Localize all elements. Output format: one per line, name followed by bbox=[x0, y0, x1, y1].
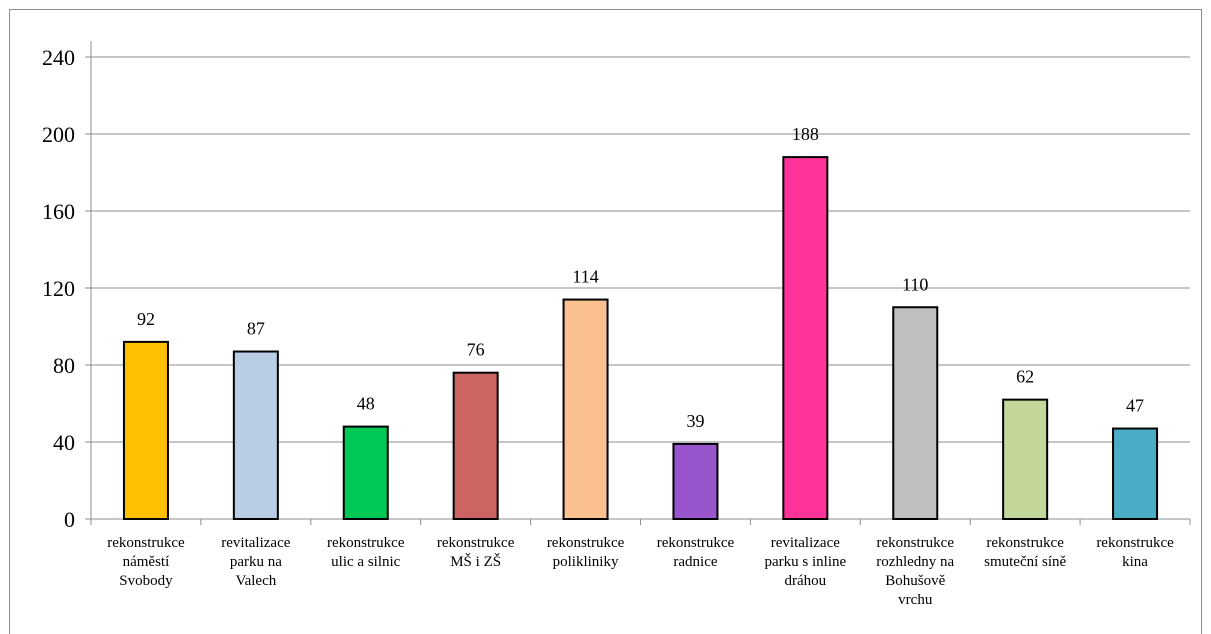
data-labels: 92 87 48 76 114 39 188 110 62 47 bbox=[137, 124, 1144, 431]
category-label: rekonstrukce kina bbox=[1096, 535, 1174, 570]
category-label-line: vrchu bbox=[898, 592, 933, 608]
category-label-line: rekonstrukce bbox=[327, 535, 405, 551]
category-label-line: rekonstrukce bbox=[107, 535, 185, 551]
category-label-line: parku na bbox=[230, 554, 282, 570]
category-label-line: náměstí bbox=[123, 554, 170, 570]
category-label-line: rekonstrukce bbox=[437, 535, 515, 551]
category-label-line: polikliniky bbox=[553, 554, 619, 570]
category-label: rekonstrukce ulic a silnic bbox=[327, 535, 405, 570]
category-labels: rekonstrukce náměstí Svobody revitalizace pa… bbox=[107, 535, 1174, 608]
bars bbox=[122, 156, 1159, 521]
data-label: 76 bbox=[467, 340, 485, 360]
data-label: 110 bbox=[902, 274, 928, 294]
category-label-line: rekonstrukce bbox=[877, 535, 955, 551]
data-label: 87 bbox=[247, 319, 265, 339]
category-label-line: Bohušově bbox=[885, 573, 945, 589]
category-label: revitalizace parku na Valech bbox=[221, 535, 290, 589]
category-label-line: ulic a silnic bbox=[331, 554, 400, 570]
y-tick-label: 0 bbox=[64, 507, 75, 532]
category-label-line: radnice bbox=[673, 554, 717, 570]
chart-frame: 92 87 48 76 114 39 188 110 62 47 rekonstrukce námě… bbox=[9, 9, 1202, 634]
category-label: rekonstrukce polikliniky bbox=[547, 535, 625, 570]
category-label-line: dráhou bbox=[785, 573, 827, 589]
category-label-line: rekonstrukce bbox=[657, 535, 735, 551]
bar bbox=[452, 371, 499, 521]
category-label-line: rekonstrukce bbox=[986, 535, 1064, 551]
category-label-line: parku s inline bbox=[765, 554, 847, 570]
bar bbox=[672, 442, 719, 520]
category-label: rekonstrukce náměstí Svobody bbox=[107, 535, 185, 589]
category-label-line: rekonstrukce bbox=[547, 535, 625, 551]
category-label: rekonstrukce smuteční síně bbox=[984, 535, 1066, 570]
data-label: 92 bbox=[137, 309, 155, 329]
data-label: 48 bbox=[357, 394, 375, 414]
bar bbox=[562, 298, 609, 520]
data-label: 39 bbox=[686, 411, 704, 431]
bar bbox=[1112, 427, 1159, 520]
bar bbox=[1002, 398, 1049, 520]
y-tick-label: 120 bbox=[42, 276, 75, 301]
y-tick-label: 200 bbox=[42, 122, 75, 147]
category-label: rekonstrukce rozhledny na Bohušově vrchu bbox=[876, 535, 954, 608]
bar bbox=[342, 425, 389, 521]
category-label-line: revitalizace bbox=[771, 535, 840, 551]
bar bbox=[232, 350, 279, 520]
y-tick-label: 160 bbox=[42, 199, 75, 224]
data-label: 47 bbox=[1126, 396, 1144, 416]
category-label-line: Svobody bbox=[119, 573, 173, 589]
category-label: rekonstrukce MŠ i ZŠ bbox=[437, 535, 515, 570]
category-label-line: rozhledny na bbox=[876, 554, 954, 570]
bar-chart: 92 87 48 76 114 39 188 110 62 47 rekonstrukce námě… bbox=[42, 41, 1191, 608]
y-tick-label: 80 bbox=[53, 353, 75, 378]
y-tick-label: 240 bbox=[42, 45, 75, 70]
data-label: 114 bbox=[572, 267, 598, 287]
bar bbox=[122, 340, 169, 520]
category-label-line: MŠ i ZŠ bbox=[450, 553, 501, 570]
category-label: rekonstrukce radnice bbox=[657, 535, 735, 570]
category-label-line: revitalizace bbox=[221, 535, 290, 551]
bar bbox=[892, 306, 939, 520]
y-tick-label: 40 bbox=[53, 430, 75, 455]
category-label-line: kina bbox=[1122, 554, 1148, 570]
data-label: 62 bbox=[1016, 367, 1034, 387]
category-label-line: smuteční síně bbox=[984, 554, 1066, 570]
category-label: revitalizace parku s inline dráhou bbox=[765, 535, 847, 589]
bar bbox=[782, 156, 829, 520]
category-label-line: Valech bbox=[235, 573, 276, 589]
category-label-line: rekonstrukce bbox=[1096, 535, 1174, 551]
data-label: 188 bbox=[792, 124, 819, 144]
y-tick-labels: 0 40 80 120 160 200 240 bbox=[42, 45, 75, 532]
